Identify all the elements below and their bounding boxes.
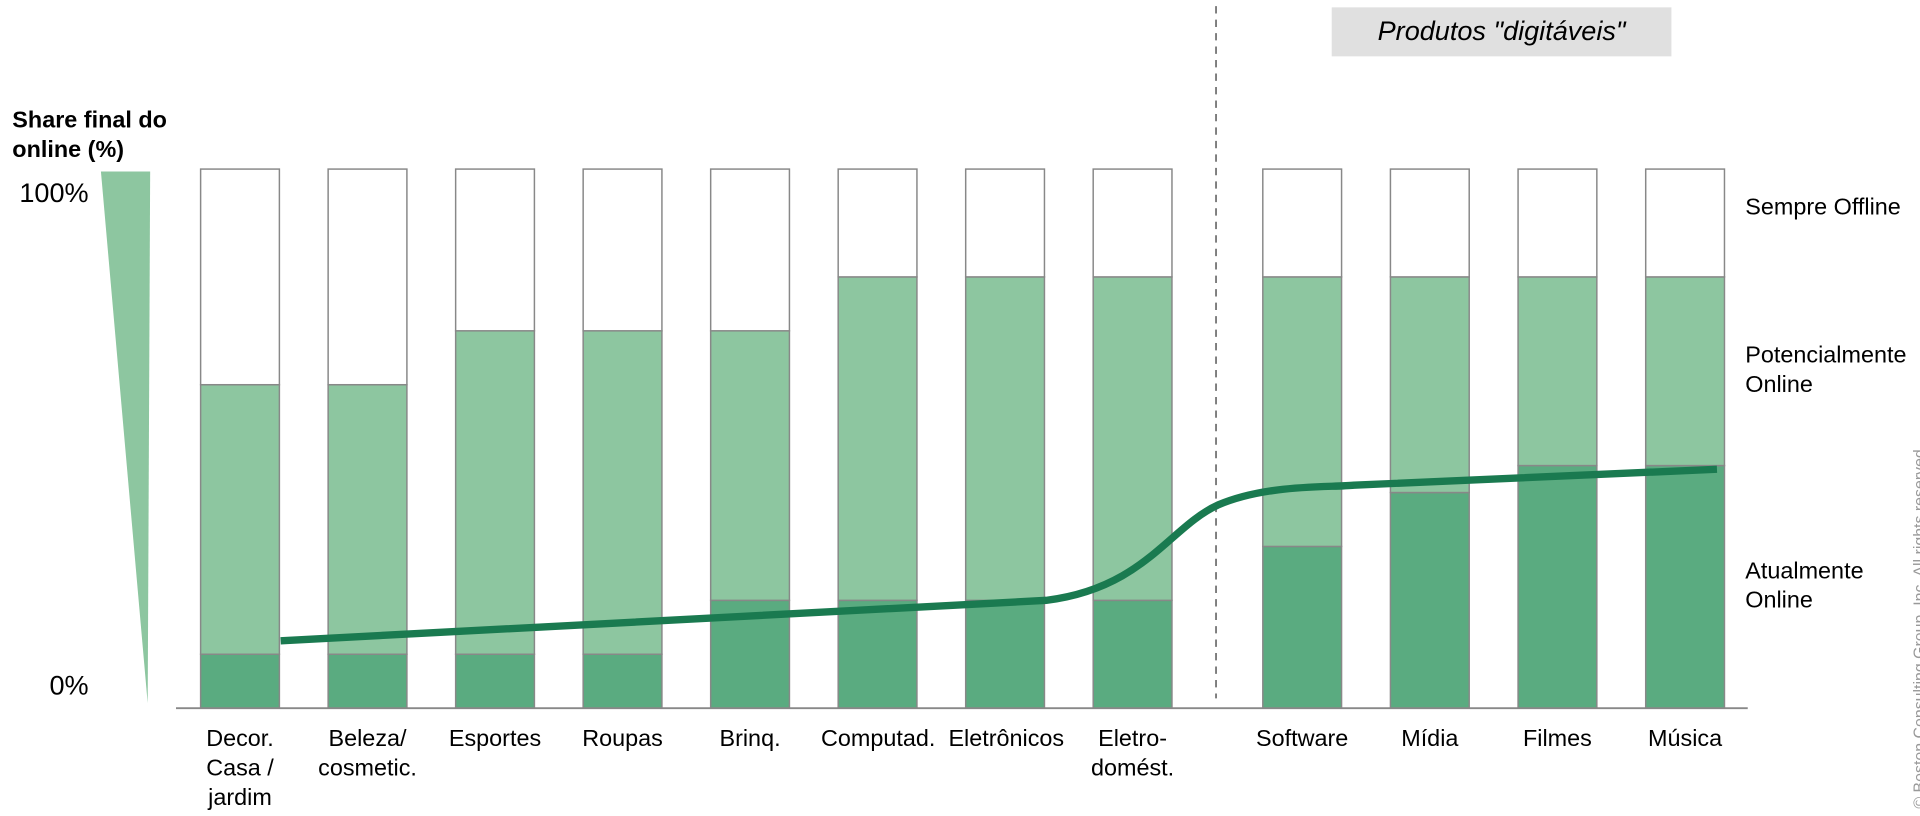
- bar-segment: [837, 276, 918, 602]
- bar-segment: [1517, 464, 1598, 709]
- bar-segment: [964, 168, 1046, 278]
- x-tick-label: Brinq.: [719, 726, 781, 753]
- y-tick-label: 100%: [19, 177, 89, 209]
- annotation-box: [1331, 7, 1672, 57]
- bar-segment: [1262, 545, 1343, 709]
- legend-label: Sempre Offline: [1745, 194, 1901, 221]
- x-tick-label: Música: [1648, 726, 1723, 753]
- bar-segment: [1389, 491, 1470, 709]
- bars: [199, 168, 1726, 709]
- x-tick-label: Decor. Casa / jardim: [206, 726, 274, 812]
- bar-segment: [1262, 276, 1343, 548]
- bar-segment: [964, 276, 1046, 602]
- bar-segment: [1644, 276, 1726, 467]
- x-tick-label: Computad.: [820, 726, 936, 753]
- bar-segment: [709, 168, 791, 332]
- x-tick-label: Roupas: [582, 726, 663, 753]
- x-tick-label: Eletro-domést.: [1090, 726, 1175, 782]
- bar-segment: [1262, 168, 1343, 278]
- bar-segment: [964, 599, 1046, 709]
- bar-segment: [199, 653, 281, 709]
- bar-segment: [582, 168, 663, 332]
- x-tick-label: Beleza/ cosmetic.: [318, 726, 417, 782]
- wedge: [100, 171, 151, 704]
- x-tick-label: Software: [1256, 726, 1349, 753]
- bar-segment: [582, 330, 663, 655]
- legend-label: Atualmente Online: [1745, 558, 1864, 614]
- bar-segment: [199, 383, 281, 655]
- bar-segment: [1644, 168, 1726, 278]
- bar-segment: [1389, 168, 1470, 278]
- bar-segment: [582, 653, 663, 709]
- bar-segment: [327, 653, 408, 709]
- trend-curve: [280, 465, 1718, 645]
- annotation: Produtos "digitáveis": [1378, 16, 1627, 46]
- bar-segment: [454, 653, 536, 709]
- copyright: © Boston Consulting Group, Inc. All righ…: [1911, 445, 1920, 809]
- bar-segment: [199, 168, 281, 386]
- bar-segment: [709, 330, 791, 602]
- bar-segment: [1092, 599, 1173, 709]
- legend-label: Potencialmente Online: [1745, 343, 1907, 399]
- bar-segment: [837, 599, 918, 709]
- x-tick-label: Filmes: [1522, 726, 1592, 753]
- bar-segment: [1092, 168, 1173, 278]
- x-tick-label: Mídia: [1401, 726, 1459, 753]
- bar-segment: [1517, 168, 1598, 278]
- bar-segment: [454, 168, 536, 332]
- bar-segment: [1517, 276, 1598, 467]
- bar-segment: [327, 383, 408, 655]
- x-tick-label: Esportes: [448, 726, 542, 753]
- bar-segment: [1644, 464, 1726, 709]
- bar-segment: [327, 168, 408, 386]
- y-tick-label: 0%: [49, 670, 89, 701]
- x-tick-label: Eletrônicos: [948, 726, 1065, 753]
- bar-segment: [837, 168, 918, 278]
- y-axis-title: Share final do online (%): [12, 107, 167, 163]
- bar-segment: [454, 330, 536, 655]
- bar-segment: [1389, 276, 1470, 494]
